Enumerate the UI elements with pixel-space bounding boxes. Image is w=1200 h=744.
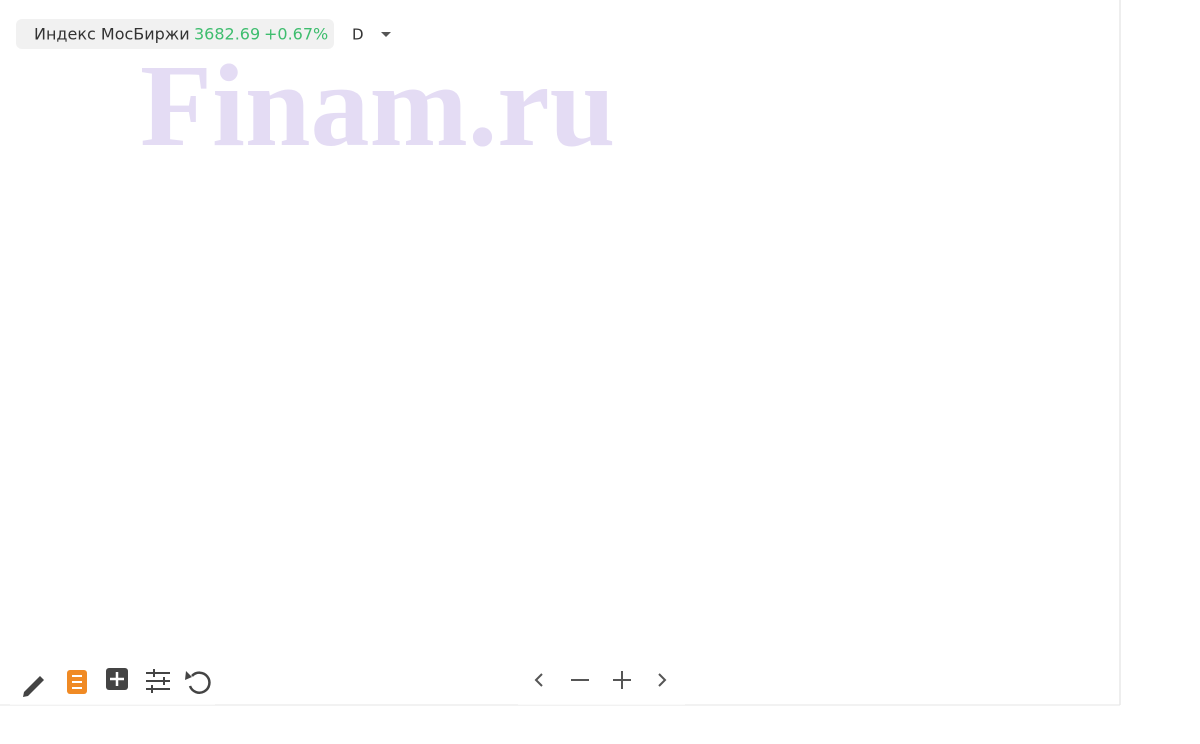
header-pill[interactable] [16, 19, 334, 49]
pencil-icon[interactable] [23, 676, 44, 697]
interval-caret[interactable] [381, 32, 391, 37]
interval[interactable]: D [352, 26, 364, 44]
scroll-right[interactable] [658, 673, 667, 687]
list-icon-lines [72, 675, 82, 689]
zoom-in[interactable] [613, 671, 631, 689]
reset-icon[interactable] [188, 671, 211, 694]
instrument-title: Индекс МосБиржи [34, 25, 190, 44]
price-axis-bg [1120, 0, 1200, 705]
add-indicator-plus [110, 672, 124, 686]
header-price: 3682.69 [194, 25, 260, 44]
reset-icon-arrow [185, 671, 192, 680]
header-change: +0.67% [264, 25, 328, 44]
settings-icon[interactable] [146, 669, 170, 693]
scroll-left[interactable] [534, 673, 543, 687]
nav-bg [518, 660, 685, 705]
watermark: Finam.ru [140, 40, 615, 171]
